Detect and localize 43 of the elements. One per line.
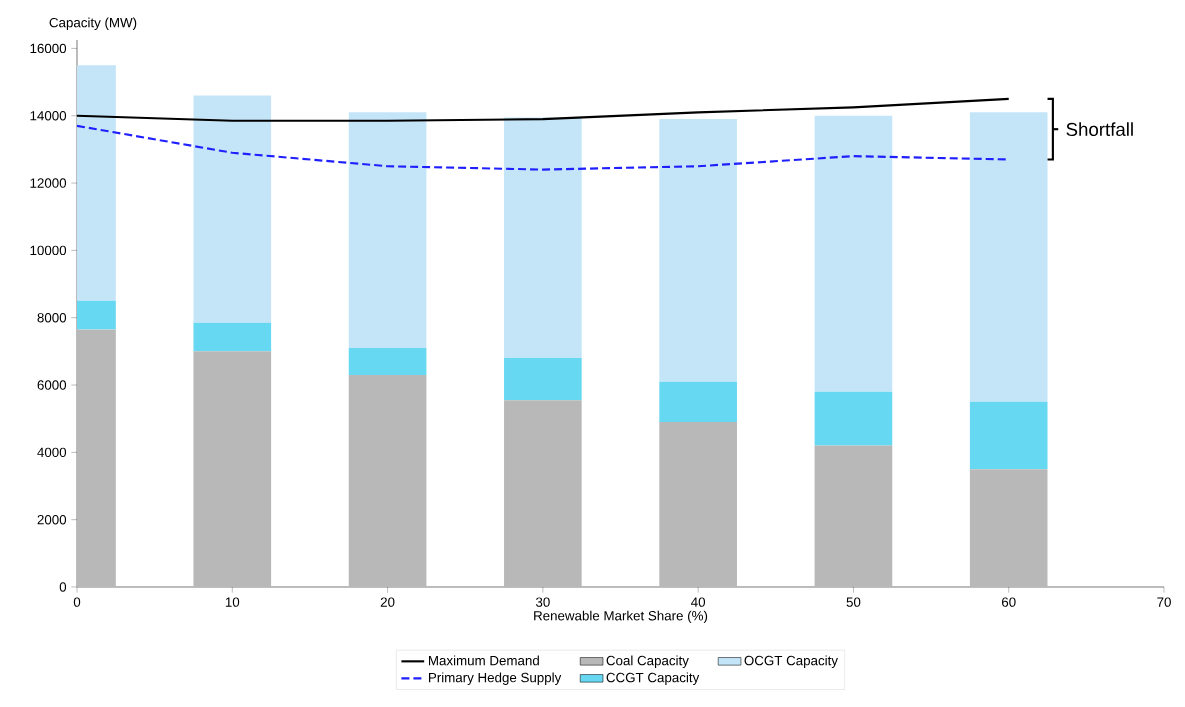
legend-label: OCGT Capacity: [744, 655, 838, 668]
y-axis-title: Capacity (MW): [49, 17, 137, 30]
bar: [659, 381, 737, 423]
x-tick-label: 40: [691, 597, 706, 607]
bar: [814, 391, 893, 446]
x-tick-label: 10: [225, 597, 240, 607]
bar: [193, 351, 272, 587]
x-axis-title: Renewable Market Share (%): [534, 610, 708, 624]
x-tick-label: 30: [535, 597, 550, 607]
legend-label: Coal Capacity: [606, 655, 689, 668]
bar: [969, 469, 1048, 587]
y-tick-label: 12000: [30, 178, 67, 188]
y-tick-label: 6000: [37, 380, 67, 390]
bar: [659, 119, 737, 382]
bar: [659, 422, 737, 587]
y-tick-label: 0: [59, 582, 67, 592]
bar: [969, 112, 1048, 402]
bar: [348, 374, 427, 587]
legend-label: Maximum Demand: [428, 655, 539, 666]
annotation: Shortfall: [1066, 122, 1133, 137]
bar: [504, 358, 582, 401]
bar: [193, 95, 272, 323]
bar: [504, 117, 582, 359]
x-tick-label: 70: [1157, 597, 1171, 607]
bar: [814, 445, 893, 587]
x-tick-label: 60: [1001, 597, 1016, 607]
y-tick-label: 2000: [37, 514, 67, 525]
bar: [814, 115, 893, 392]
legend-label: Primary Hedge Supply: [428, 672, 562, 685]
legend-label: CCGT Capacity: [606, 672, 700, 685]
y-tick-label: 8000: [37, 312, 67, 323]
x-tick-label: 50: [846, 597, 861, 607]
y-tick-label: 16000: [30, 43, 67, 54]
y-tick-label: 10000: [30, 245, 67, 256]
x-tick-label: 20: [380, 597, 395, 607]
bar: [969, 401, 1048, 470]
x-tick-label: 0: [73, 597, 81, 607]
y-tick-label: 14000: [30, 111, 67, 121]
bar: [193, 322, 272, 352]
y-tick-label: 4000: [37, 447, 67, 458]
bar: [348, 112, 427, 348]
bar: [504, 400, 582, 587]
bar: [348, 348, 427, 375]
